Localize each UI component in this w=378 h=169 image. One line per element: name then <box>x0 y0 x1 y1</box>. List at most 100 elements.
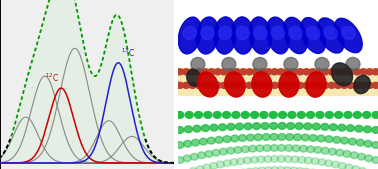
Circle shape <box>307 112 314 118</box>
Circle shape <box>353 69 361 75</box>
Circle shape <box>244 123 252 130</box>
Circle shape <box>207 137 215 144</box>
Ellipse shape <box>196 17 218 54</box>
Circle shape <box>311 158 319 165</box>
Circle shape <box>252 69 259 75</box>
Circle shape <box>204 112 212 118</box>
Circle shape <box>227 123 235 130</box>
Ellipse shape <box>332 63 353 86</box>
Circle shape <box>277 166 285 169</box>
Circle shape <box>372 127 378 133</box>
Circle shape <box>270 134 278 140</box>
Circle shape <box>176 69 183 75</box>
Circle shape <box>356 139 364 146</box>
Text: $^{12}$C: $^{12}$C <box>45 72 59 84</box>
Text: $^{13}$C: $^{13}$C <box>121 47 135 59</box>
Circle shape <box>278 123 286 129</box>
Ellipse shape <box>183 27 197 39</box>
Circle shape <box>184 140 192 147</box>
Circle shape <box>250 156 258 163</box>
Circle shape <box>235 123 243 130</box>
Circle shape <box>372 157 378 163</box>
Circle shape <box>205 151 213 157</box>
Circle shape <box>304 157 312 164</box>
Circle shape <box>239 135 246 141</box>
Ellipse shape <box>214 17 236 54</box>
Circle shape <box>195 69 202 75</box>
Circle shape <box>352 166 360 169</box>
Circle shape <box>333 136 341 143</box>
Circle shape <box>270 123 278 129</box>
Circle shape <box>176 157 184 163</box>
Circle shape <box>316 112 324 118</box>
Circle shape <box>265 82 272 88</box>
Circle shape <box>277 144 285 151</box>
Circle shape <box>336 149 344 156</box>
Circle shape <box>216 161 225 168</box>
Circle shape <box>309 135 317 141</box>
Circle shape <box>312 123 320 130</box>
Circle shape <box>296 69 304 75</box>
Circle shape <box>297 156 305 163</box>
Circle shape <box>372 112 378 118</box>
Circle shape <box>363 112 371 118</box>
Circle shape <box>309 82 316 88</box>
Circle shape <box>176 82 183 88</box>
Circle shape <box>213 112 221 118</box>
Circle shape <box>212 149 220 156</box>
Ellipse shape <box>218 27 232 39</box>
Circle shape <box>335 69 342 75</box>
Circle shape <box>346 125 355 131</box>
Circle shape <box>220 82 228 88</box>
Circle shape <box>185 112 193 118</box>
Circle shape <box>299 145 307 152</box>
Circle shape <box>271 155 279 162</box>
Circle shape <box>345 164 353 169</box>
Circle shape <box>231 135 239 142</box>
Circle shape <box>246 69 253 75</box>
Ellipse shape <box>252 72 272 97</box>
Circle shape <box>261 123 269 129</box>
Circle shape <box>230 159 238 165</box>
Circle shape <box>210 124 218 131</box>
Circle shape <box>329 124 337 131</box>
Ellipse shape <box>197 72 218 97</box>
Circle shape <box>279 112 287 118</box>
Circle shape <box>303 82 310 88</box>
Ellipse shape <box>191 57 205 71</box>
Circle shape <box>189 167 197 169</box>
Circle shape <box>317 135 325 142</box>
Circle shape <box>220 69 228 75</box>
Circle shape <box>338 162 346 169</box>
Ellipse shape <box>346 57 360 71</box>
Circle shape <box>295 123 303 129</box>
Circle shape <box>277 69 285 75</box>
Circle shape <box>189 82 196 88</box>
Circle shape <box>233 69 240 75</box>
Circle shape <box>290 82 297 88</box>
Ellipse shape <box>266 17 290 54</box>
Circle shape <box>290 167 298 169</box>
Circle shape <box>196 166 204 169</box>
Circle shape <box>277 82 285 88</box>
Circle shape <box>223 160 231 167</box>
Circle shape <box>241 112 249 118</box>
Circle shape <box>284 167 291 169</box>
Ellipse shape <box>271 27 285 39</box>
Circle shape <box>366 82 373 88</box>
Circle shape <box>335 82 342 88</box>
Ellipse shape <box>254 27 267 39</box>
Circle shape <box>256 145 264 152</box>
Circle shape <box>263 145 271 151</box>
Circle shape <box>248 145 257 152</box>
Circle shape <box>246 82 253 88</box>
Circle shape <box>335 112 342 118</box>
Circle shape <box>328 69 335 75</box>
Circle shape <box>372 82 378 88</box>
Circle shape <box>271 82 278 88</box>
Circle shape <box>344 112 352 118</box>
Circle shape <box>349 138 356 145</box>
Circle shape <box>296 82 304 88</box>
Circle shape <box>353 112 361 118</box>
Circle shape <box>271 69 278 75</box>
